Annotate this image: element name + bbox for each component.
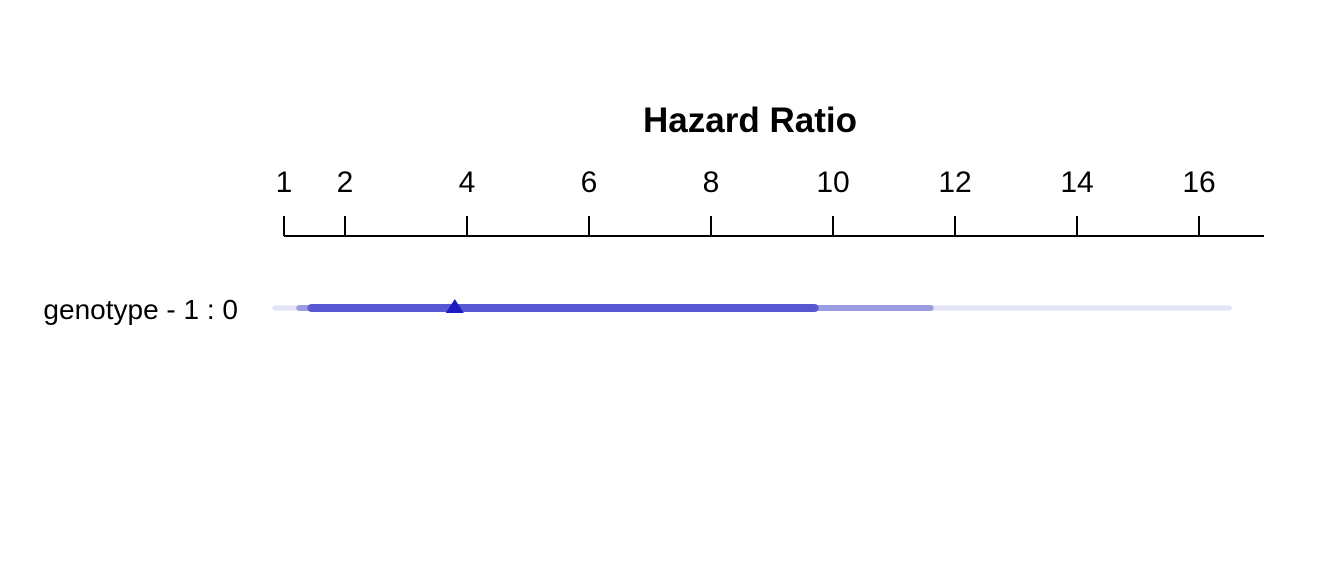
row: genotype - 1 : 0	[43, 294, 1232, 325]
x-tick-label: 16	[1182, 166, 1215, 199]
chart-title: Hazard Ratio	[643, 101, 857, 140]
x-tick-label: 10	[816, 166, 849, 199]
x-tick-label: 8	[703, 166, 720, 199]
estimate-marker	[445, 299, 464, 313]
row-label: genotype - 1 : 0	[43, 294, 238, 325]
x-tick-label: 2	[337, 166, 354, 199]
plot-rows: genotype - 1 : 0	[43, 294, 1232, 325]
x-tick-label: 6	[581, 166, 598, 199]
x-axis: 1 2 4 6 8 10 12 14 16	[276, 166, 1264, 237]
x-tick-label: 4	[459, 166, 476, 199]
x-tick-label: 1	[276, 166, 293, 199]
x-tick-label: 14	[1060, 166, 1093, 199]
x-tick-label: 12	[938, 166, 971, 199]
